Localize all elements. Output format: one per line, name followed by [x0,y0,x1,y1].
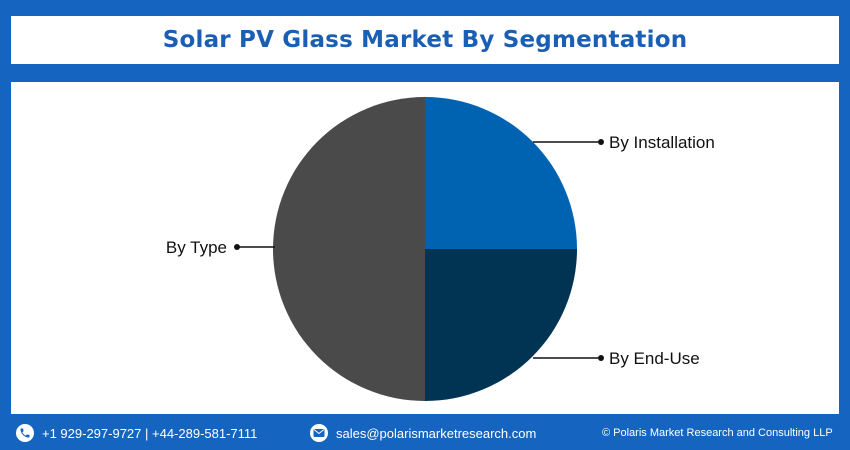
chart-panel: By Installation By End-Use By Type [11,82,839,414]
pie-slice-by-installation [425,97,577,249]
leader-dot-by-end-use [598,355,604,361]
leader-dot-by-type [234,244,240,250]
footer-email[interactable]: sales@polarismarketresearch.com [310,424,536,442]
footer: +1 929-297-9727 | +44-289-581-7111 sales… [0,416,850,450]
copyright-text: © Polaris Market Research and Consulting… [602,427,833,439]
phone-icon [16,424,34,442]
slice-label-by-type: By Type [166,238,227,257]
pie-chart: By Installation By End-Use By Type [166,97,715,401]
phone-text: +1 929-297-9727 | +44-289-581-7111 [42,425,258,441]
title-bar: Solar PV Glass Market By Segmentation [11,16,839,64]
pie-slice-by-type [273,97,425,401]
slice-label-by-installation: By Installation [609,133,715,152]
email-text[interactable]: sales@polarismarketresearch.com [336,425,537,441]
pie-slice-by-end-use [425,249,577,401]
footer-phone: +1 929-297-9727 | +44-289-581-7111 [16,424,257,442]
mail-icon [310,424,328,442]
leader-dot-by-installation [598,139,604,145]
slice-label-by-end-use: By End-Use [609,349,700,368]
footer-copyright: © Polaris Market Research and Consulting… [602,427,833,439]
chart-title: Solar PV Glass Market By Segmentation [162,27,688,53]
